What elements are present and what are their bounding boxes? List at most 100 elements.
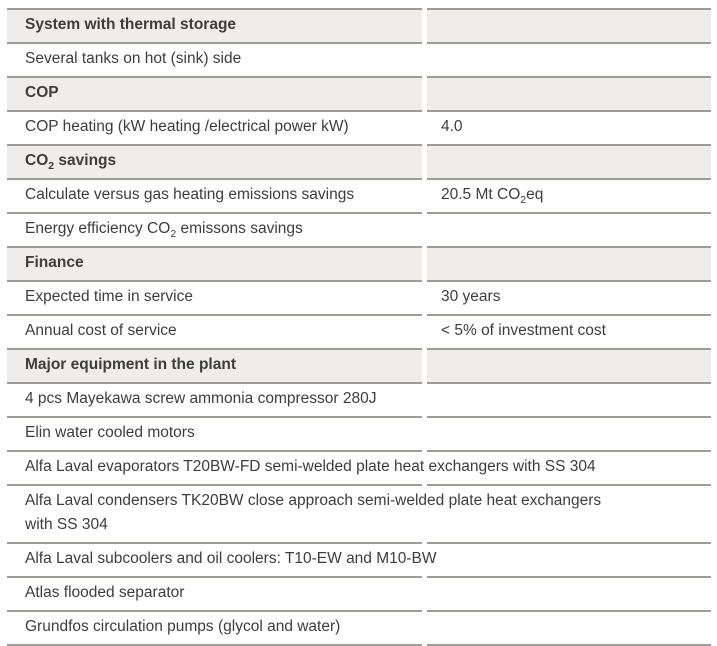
row-label-text: emissons savings <box>176 220 303 237</box>
row-label-cell: Several tanks on hot (sink) side <box>7 44 711 76</box>
row-divider-rule <box>7 576 711 578</box>
rule-segment-left <box>7 314 422 316</box>
rule-segment-right <box>427 484 711 486</box>
table-row: Alfa Laval subcoolers and oil coolers: T… <box>7 544 711 576</box>
section-header-row: System with thermal storage <box>7 10 711 42</box>
rule-segment-left <box>7 576 422 578</box>
rule-segment-left <box>7 348 422 350</box>
table-row: Alfa Laval condensers TK20BW close appro… <box>7 486 711 542</box>
rule-segment-right <box>427 576 711 578</box>
row-label-cell: COP heating (kW heating /electrical powe… <box>7 112 422 144</box>
row-value-text: 20.5 Mt CO <box>441 186 521 203</box>
section-title-cell: COP <box>7 78 422 110</box>
section-band-spacer <box>427 78 711 110</box>
section-band-spacer <box>427 10 711 42</box>
row-label-text: 4 pcs Mayekawa screw ammonia compressor … <box>25 390 377 407</box>
section-title-text: COP <box>25 84 59 101</box>
section-title-text: savings <box>54 152 117 169</box>
rule-segment-right <box>427 212 711 214</box>
row-label-cell: Alfa Laval condensers TK20BW close appro… <box>7 486 711 542</box>
row-divider-rule <box>7 610 711 612</box>
row-divider-rule <box>7 76 711 78</box>
row-divider-rule <box>7 178 711 180</box>
rule-segment-right <box>427 542 711 544</box>
table-row: Atlas flooded separator <box>7 578 711 610</box>
rule-segment-left <box>7 416 422 418</box>
rule-segment-left <box>7 280 422 282</box>
rule-segment-right <box>427 382 711 384</box>
section-title-text: Finance <box>25 254 84 271</box>
row-label-cell: Energy efficiency CO2 emissons savings <box>7 214 711 246</box>
subscript-text: 2 <box>170 228 177 240</box>
rule-segment-left <box>7 610 422 612</box>
row-value-cell: 4.0 <box>427 112 711 144</box>
row-label-cell: Alfa Laval evaporators T20BW-FD semi-wel… <box>7 452 711 484</box>
row-label-cell: Calculate versus gas heating emissions s… <box>7 180 422 212</box>
row-divider-rule <box>7 246 711 248</box>
table-row: Grundfos circulation pumps (glycol and w… <box>7 612 711 644</box>
section-title-cell: Finance <box>7 248 422 280</box>
section-title-text: System with thermal storage <box>25 16 237 33</box>
row-value-text: < 5% of investment cost <box>441 322 606 339</box>
row-label-text: Atlas flooded separator <box>25 584 185 601</box>
row-value-text: eq <box>526 186 544 203</box>
row-label-text: with SS 304 <box>25 516 108 533</box>
row-value-cell: < 5% of investment cost <box>427 316 711 348</box>
rule-segment-right <box>427 8 711 10</box>
row-divider-rule <box>7 484 711 486</box>
row-value-cell: 20.5 Mt CO2eq <box>427 180 711 212</box>
rule-segment-right <box>427 416 711 418</box>
row-label-cell: Annual cost of service <box>7 316 422 348</box>
rule-segment-right <box>427 610 711 612</box>
row-value-cell: 30 years <box>427 282 711 314</box>
rule-segment-left <box>7 42 422 44</box>
section-header-row: Finance <box>7 248 711 280</box>
section-header-row: CO2 savings <box>7 146 711 178</box>
rule-segment-right <box>427 450 711 452</box>
rule-segment-left <box>7 542 422 544</box>
section-header-row: Major equipment in the plant <box>7 350 711 382</box>
row-label-text: Expected time in service <box>25 288 193 305</box>
table-row: Elin water cooled motors <box>7 418 711 450</box>
spec-table: System with thermal storage Several tanks… <box>7 8 711 646</box>
row-divider-rule <box>7 110 711 112</box>
row-divider-rule <box>7 314 711 316</box>
row-label-cell: Atlas flooded separator <box>7 578 711 610</box>
row-divider-rule <box>7 42 711 44</box>
section-title-cell: CO2 savings <box>7 146 422 178</box>
row-label-text: Alfa Laval evaporators T20BW-FD semi-wel… <box>25 458 596 475</box>
table-row: Calculate versus gas heating emissions s… <box>7 180 711 212</box>
section-band-spacer <box>427 350 711 382</box>
row-label-cell: Grundfos circulation pumps (glycol and w… <box>7 612 711 644</box>
rule-segment-right <box>427 144 711 146</box>
row-value-text: 30 years <box>441 288 501 305</box>
row-label-text: Alfa Laval subcoolers and oil coolers: T… <box>25 550 437 567</box>
rule-segment-left <box>7 110 422 112</box>
rule-segment-left <box>7 484 422 486</box>
row-divider-rule <box>7 382 711 384</box>
row-label-cell: Expected time in service <box>7 282 422 314</box>
row-divider-rule <box>7 542 711 544</box>
subscript-text: 2 <box>520 194 527 206</box>
row-label-text: Several tanks on hot (sink) side <box>25 50 242 67</box>
row-divider-rule <box>7 8 711 10</box>
row-divider-rule <box>7 280 711 282</box>
rule-segment-left <box>7 246 422 248</box>
subscript-text: 2 <box>48 160 55 172</box>
rule-segment-left <box>7 144 422 146</box>
rule-segment-left <box>7 212 422 214</box>
row-label-text: Calculate versus gas heating emissions s… <box>25 186 355 203</box>
table-row: Energy efficiency CO2 emissons savings <box>7 214 711 246</box>
table-row: Several tanks on hot (sink) side <box>7 44 711 76</box>
row-divider-rule <box>7 348 711 350</box>
row-divider-rule <box>7 144 711 146</box>
row-label-text: Annual cost of service <box>25 322 177 339</box>
section-title-text: Major equipment in the plant <box>25 356 236 373</box>
rule-segment-right <box>427 314 711 316</box>
rule-segment-right <box>427 280 711 282</box>
row-label-cell: 4 pcs Mayekawa screw ammonia compressor … <box>7 384 711 416</box>
rule-segment-right <box>427 42 711 44</box>
table-row: 4 pcs Mayekawa screw ammonia compressor … <box>7 384 711 416</box>
rule-segment-left <box>7 450 422 452</box>
table-row: Expected time in service 30 years <box>7 282 711 314</box>
